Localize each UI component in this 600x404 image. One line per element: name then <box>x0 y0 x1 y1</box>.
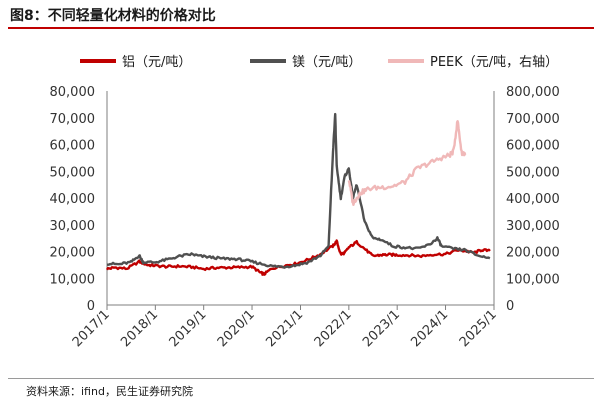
figure-title: 图8：不同轻量化材料的价格对比 <box>10 8 216 24</box>
x-tick-label: 2019/1 <box>167 307 210 350</box>
y-right-tick-label: 600,000 <box>506 139 560 154</box>
y-right-tick-label: 400,000 <box>506 192 560 207</box>
y-right-tick-label: 500,000 <box>506 165 560 180</box>
series-line-peek <box>347 120 467 206</box>
axes <box>106 91 495 310</box>
y-left-tick-label: 10,000 <box>50 272 96 287</box>
legend-label: 镁（元/吨） <box>292 55 361 70</box>
y-right-tick-label: 0 <box>506 299 514 314</box>
y-left-tick-label: 70,000 <box>50 112 96 127</box>
y-left-tick-label: 0 <box>87 299 95 314</box>
footer-divider <box>8 378 594 379</box>
y-right-tick-label: 100,000 <box>506 272 560 287</box>
source-note: 资料来源：ifind，民生证券研究院 <box>26 385 193 398</box>
x-tick-label: 2022/1 <box>312 307 355 350</box>
x-tick-label: 2024/1 <box>408 307 451 350</box>
x-tick-label: 2021/1 <box>263 307 306 350</box>
y-right-tick-label: 200,000 <box>506 246 560 261</box>
y-left-tick-label: 50,000 <box>50 165 96 180</box>
x-tick-label: 2018/1 <box>118 307 161 350</box>
x-tick-label: 2020/1 <box>215 307 258 350</box>
y-right-tick-label: 800,000 <box>506 85 560 100</box>
series-line-aluminum <box>105 239 491 276</box>
series-group <box>105 112 491 276</box>
legend-label: PEEK（元/吨，右轴） <box>430 55 558 70</box>
y-right-tick-label: 700,000 <box>506 112 560 127</box>
y-left-tick-label: 60,000 <box>50 139 96 154</box>
x-tick-label: 2025/1 <box>457 307 500 350</box>
y-left-tick-label: 30,000 <box>50 219 96 234</box>
legend: 铝（元/吨） 镁（元/吨） PEEK（元/吨，右轴） <box>80 55 558 70</box>
y-left-tick-label: 40,000 <box>50 192 96 207</box>
y-right-tick-label: 300,000 <box>506 219 560 234</box>
tick-labels: 0 10,000 20,000 30,000 40,000 50,000 60,000 70,… <box>50 85 560 350</box>
y-left-tick-label: 20,000 <box>50 246 96 261</box>
series-line-magnesium <box>107 112 491 269</box>
title-divider <box>8 27 594 29</box>
x-tick-label: 2023/1 <box>360 307 403 350</box>
y-left-tick-label: 80,000 <box>50 85 96 100</box>
legend-label: 铝（元/吨） <box>122 55 191 70</box>
